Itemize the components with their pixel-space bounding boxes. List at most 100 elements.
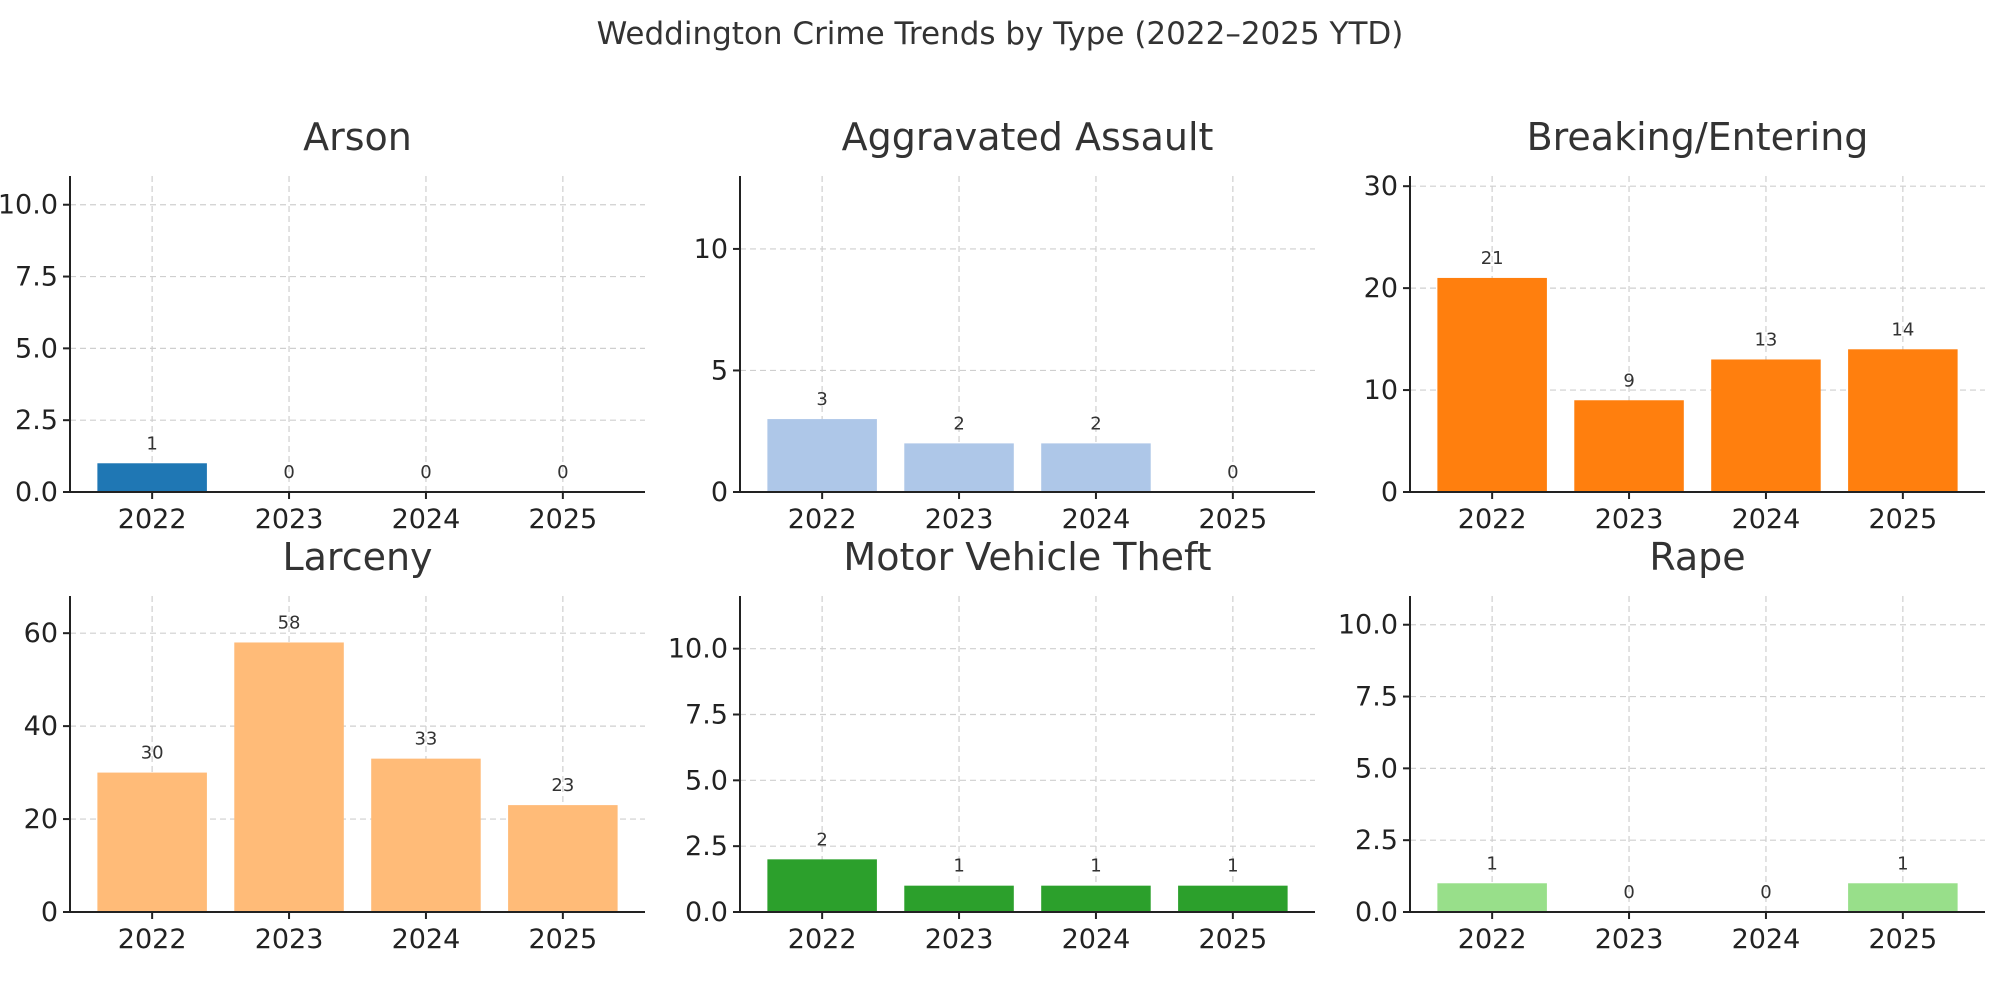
y-tick-label: 0 <box>711 477 728 508</box>
bar-value-label: 2 <box>1090 413 1101 434</box>
bar-value-label: 0 <box>1623 882 1634 903</box>
bar-value-label: 0 <box>557 462 568 483</box>
x-tick-label: 2022 <box>1458 504 1527 535</box>
bar-2024 <box>371 758 481 912</box>
bar-value-label: 3 <box>816 389 827 410</box>
bar-2023 <box>1574 400 1684 492</box>
bar-value-label: 2 <box>816 829 827 850</box>
bar-2022 <box>767 859 877 912</box>
x-tick-label: 2022 <box>788 924 857 955</box>
y-tick-label: 0.0 <box>685 897 728 928</box>
y-tick-label: 0 <box>1381 477 1398 508</box>
bar-2024 <box>1711 359 1821 492</box>
x-tick-label: 2024 <box>1062 504 1131 535</box>
x-tick-label: 2023 <box>255 924 324 955</box>
bar-value-label: 1 <box>1090 856 1101 877</box>
bar-2023 <box>904 443 1014 492</box>
x-tick-label: 2025 <box>528 504 597 535</box>
x-tick-label: 2024 <box>392 504 461 535</box>
panel-title: Arson <box>303 115 412 159</box>
bar-2022 <box>97 772 207 912</box>
y-tick-label: 5.0 <box>15 333 58 364</box>
bar-2022 <box>767 419 877 492</box>
bar-2025 <box>1848 883 1958 912</box>
bar-value-label: 30 <box>141 743 164 764</box>
bar-value-label: 23 <box>551 775 574 796</box>
x-tick-label: 2024 <box>1732 504 1801 535</box>
bar-value-label: 0 <box>283 462 294 483</box>
y-tick-label: 10 <box>694 234 728 265</box>
y-tick-label: 5.0 <box>685 765 728 796</box>
x-tick-label: 2023 <box>1595 504 1664 535</box>
bar-value-label: 58 <box>278 612 301 633</box>
x-tick-label: 2024 <box>1732 924 1801 955</box>
bar-value-label: 0 <box>1227 462 1238 483</box>
bar-value-label: 1 <box>146 433 157 454</box>
panel-title: Rape <box>1649 535 1745 579</box>
y-tick-label: 7.5 <box>1355 682 1398 713</box>
bar-value-label: 14 <box>1891 319 1914 340</box>
bar-2025 <box>1178 885 1288 912</box>
y-tick-label: 0.0 <box>1355 897 1398 928</box>
bar-value-label: 1 <box>953 856 964 877</box>
x-tick-label: 2024 <box>392 924 461 955</box>
y-tick-label: 5.0 <box>1355 753 1398 784</box>
x-tick-label: 2023 <box>925 924 994 955</box>
bar-2022 <box>1437 883 1547 912</box>
bar-2022 <box>97 463 207 492</box>
bar-value-label: 1 <box>1486 853 1497 874</box>
x-tick-label: 2022 <box>118 924 187 955</box>
y-tick-label: 2.5 <box>685 831 728 862</box>
bar-2025 <box>508 805 618 912</box>
panel-title: Aggravated Assault <box>842 115 1214 159</box>
bar-value-label: 1 <box>1897 853 1908 874</box>
bar-value-label: 13 <box>1754 329 1777 350</box>
x-tick-label: 2025 <box>1868 924 1937 955</box>
y-tick-label: 10.0 <box>0 190 58 221</box>
x-tick-label: 2022 <box>788 504 857 535</box>
panel-larceny: Larceny 0 20 40 60 30 58 33 23 2022 2023 2024 2025 <box>24 535 645 955</box>
x-tick-label: 2025 <box>1198 504 1267 535</box>
panel-breaking-entering: Breaking/Entering 0 10 20 30 21 9 13 14 2022 2023 2… <box>1364 115 1985 535</box>
y-tick-label: 10 <box>1364 375 1398 406</box>
y-tick-label: 7.5 <box>685 700 728 731</box>
y-tick-label: 30 <box>1364 171 1398 202</box>
panel-motor-vehicle-theft: Motor Vehicle Theft 0.0 2.5 5.0 7.5 10.0 2 1 1 1 2… <box>668 535 1315 955</box>
y-tick-label: 40 <box>24 711 58 742</box>
panel-title: Breaking/Entering <box>1527 115 1869 159</box>
y-tick-label: 0.0 <box>15 477 58 508</box>
y-tick-label: 10.0 <box>668 634 728 665</box>
bar-2024 <box>1041 443 1151 492</box>
bar-value-label: 2 <box>953 413 964 434</box>
bar-value-label: 33 <box>414 729 437 750</box>
bar-2022 <box>1437 277 1547 492</box>
y-tick-label: 20 <box>1364 273 1398 304</box>
x-tick-label: 2023 <box>255 504 324 535</box>
y-tick-label: 10.0 <box>1338 610 1398 641</box>
panel-arson: Arson 0.0 2.5 5.0 7.5 10.0 1 0 0 0 2022 2023 2024 202… <box>0 115 645 535</box>
bar-2023 <box>234 642 344 912</box>
y-tick-label: 0 <box>41 897 58 928</box>
panel-aggravated-assault: Aggravated Assault 0 5 10 3 2 2 0 2022 2023 2024 20… <box>694 115 1315 535</box>
x-tick-label: 2024 <box>1062 924 1131 955</box>
y-tick-label: 5 <box>711 355 728 386</box>
bar-value-label: 0 <box>1760 882 1771 903</box>
panel-title: Larceny <box>282 535 432 579</box>
x-tick-label: 2025 <box>1198 924 1267 955</box>
y-tick-label: 20 <box>24 804 58 835</box>
figure-title: Weddington Crime Trends by Type (2022–20… <box>597 16 1404 52</box>
bar-value-label: 1 <box>1227 856 1238 877</box>
x-tick-label: 2022 <box>1458 924 1527 955</box>
bar-value-label: 9 <box>1623 370 1634 391</box>
x-tick-label: 2025 <box>1868 504 1937 535</box>
bar-value-label: 21 <box>1481 248 1504 269</box>
panel-rape: Rape 0.0 2.5 5.0 7.5 10.0 1 0 0 1 2022 2023 2024 2025 <box>1338 535 1985 955</box>
bar-2023 <box>904 885 1014 912</box>
y-tick-label: 2.5 <box>15 405 58 436</box>
x-tick-label: 2023 <box>925 504 994 535</box>
y-tick-label: 2.5 <box>1355 825 1398 856</box>
x-tick-label: 2025 <box>528 924 597 955</box>
x-tick-label: 2022 <box>118 504 187 535</box>
